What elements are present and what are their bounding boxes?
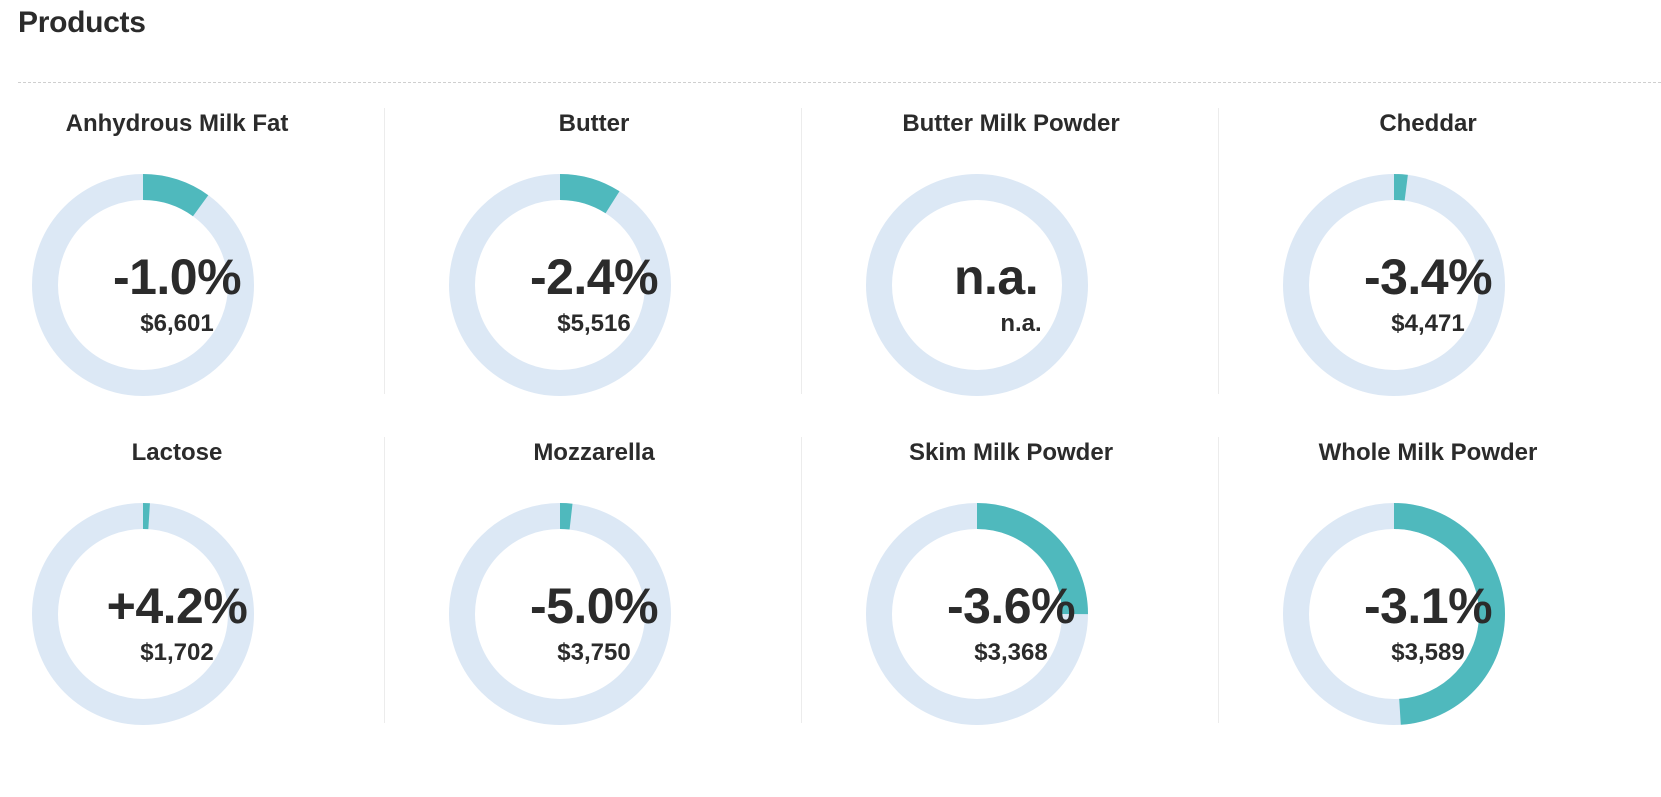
donut-fill [449,174,671,396]
product-name: Lactose [131,439,223,466]
donut-fill [449,503,671,725]
donut-fill [866,503,1088,725]
product-name: Cheddar [1379,110,1477,137]
change-donut [32,503,254,725]
product-name: Anhydrous Milk Fat [65,110,289,137]
donut-fill [32,174,254,396]
product-price: n.a. [1000,310,1042,337]
change-percent: +4.2% [106,578,248,634]
product-name: Mozzarella [533,439,655,466]
column-separator [801,108,802,394]
donut-fill [1283,174,1505,396]
change-donut [866,174,1088,396]
product-price: $3,368 [974,639,1048,666]
product-price: $1,702 [140,639,214,666]
change-donut [1283,503,1505,725]
product-price: $4,471 [1391,310,1465,337]
product-name: Butter Milk Powder [902,110,1120,137]
product-price: $3,750 [557,639,631,666]
column-separator [384,437,385,723]
page-title: Products [18,6,146,39]
change-donut [32,174,254,396]
title-divider [18,82,1661,83]
product-price: $3,589 [1391,639,1465,666]
product-price: $6,601 [140,310,214,337]
change-percent: -3.1% [1363,578,1493,634]
change-percent: -2.4% [529,249,659,305]
change-donut [449,174,671,396]
column-separator [1218,108,1219,394]
product-name: Whole Milk Powder [1318,439,1538,466]
column-separator [1218,437,1219,723]
change-percent: n.a. [954,249,1039,305]
column-separator [801,437,802,723]
change-donut [449,503,671,725]
change-percent: -5.0% [529,578,659,634]
change-donut [866,503,1088,725]
change-percent: -1.0% [112,249,242,305]
donut-track [866,174,1088,396]
change-percent: -3.4% [1363,249,1493,305]
product-name: Butter [558,110,630,137]
donut-fill [32,503,254,725]
product-price: $5,516 [557,310,631,337]
change-percent: -3.6% [946,578,1076,634]
change-donut [1283,174,1505,396]
column-separator [384,108,385,394]
donut-fill [1283,503,1505,725]
product-name: Skim Milk Powder [908,439,1114,466]
